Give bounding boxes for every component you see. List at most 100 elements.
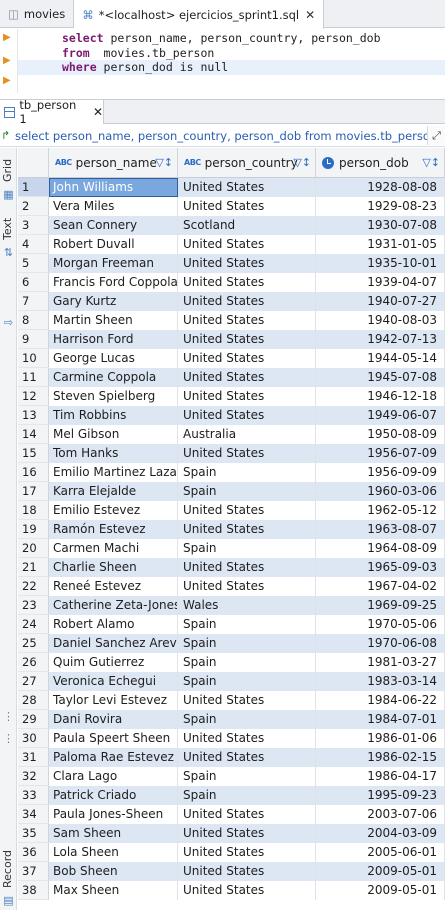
cell-person-dob[interactable]: 1986-02-15 <box>316 748 445 767</box>
table-row[interactable]: 38 Max Sheen United States 2009-05-01 <box>18 881 445 900</box>
cell-person-dob[interactable]: 1942-07-13 <box>316 330 445 349</box>
editor-tab-movies[interactable]: ◫ movies <box>0 0 75 28</box>
close-icon[interactable]: ✕ <box>305 7 316 22</box>
table-row[interactable]: 33 Patrick Criado Spain 1995-09-23 <box>18 786 445 805</box>
cell-person-dob[interactable]: 1930-07-08 <box>316 216 445 235</box>
cell-person-dob[interactable]: 1967-04-02 <box>316 577 445 596</box>
cell-person-country[interactable]: Spain <box>178 482 316 501</box>
row-number[interactable]: 7 <box>18 292 49 311</box>
table-row[interactable]: 11 Carmine Coppola United States 1945-07-08 <box>18 368 445 387</box>
cell-person-name[interactable]: Veronica Echegui <box>49 672 178 691</box>
text-view-icon[interactable]: ⇅ <box>3 246 14 259</box>
cell-person-country[interactable]: United States <box>178 273 316 292</box>
row-number-header[interactable] <box>18 148 49 178</box>
cell-person-country[interactable]: Spain <box>178 634 316 653</box>
cell-person-name[interactable]: John Williams <box>49 178 178 197</box>
column-header-person-name[interactable]: ABC person_name ▽↕ <box>49 148 178 178</box>
row-number[interactable]: 10 <box>18 349 49 368</box>
cell-person-name[interactable]: Charlie Sheen <box>49 558 178 577</box>
panel-toggle-icon[interactable]: ⇨ <box>3 316 14 329</box>
execute-script-icon[interactable]: ▶ <box>3 55 11 66</box>
row-number[interactable]: 18 <box>18 501 49 520</box>
result-tab[interactable]: tb_person 1 ✕ <box>0 98 104 126</box>
cell-person-name[interactable]: Paula Speert Sheen <box>49 729 178 748</box>
table-row[interactable]: 4 Robert Duvall United States 1931-01-05 <box>18 235 445 254</box>
cell-person-dob[interactable]: 2009-05-01 <box>316 862 445 881</box>
row-number[interactable]: 22 <box>18 577 49 596</box>
sort-filter-icon[interactable]: ▽↕ <box>422 156 440 169</box>
row-number[interactable]: 2 <box>18 197 49 216</box>
row-number[interactable]: 9 <box>18 330 49 349</box>
row-number[interactable]: 20 <box>18 539 49 558</box>
cell-person-country[interactable]: United States <box>178 558 316 577</box>
table-row[interactable]: 6 Francis Ford Coppola United States 1939-0… <box>18 273 445 292</box>
sql-editor[interactable]: ▶ ▶ ▶ select person_name, person_country… <box>0 29 445 93</box>
cell-person-name[interactable]: Ramón Estevez <box>49 520 178 539</box>
table-row[interactable]: 23 Catherine Zeta-Jones Wales 1969-09-25 <box>18 596 445 615</box>
cell-person-dob[interactable]: 1995-09-23 <box>316 786 445 805</box>
cell-person-country[interactable]: United States <box>178 748 316 767</box>
cell-person-name[interactable]: Paula Jones-Sheen <box>49 805 178 824</box>
row-number[interactable]: 13 <box>18 406 49 425</box>
cell-person-name[interactable]: Robert Alamo <box>49 615 178 634</box>
cell-person-country[interactable]: United States <box>178 197 316 216</box>
cell-person-country[interactable]: United States <box>178 406 316 425</box>
cell-person-dob[interactable]: 1935-10-01 <box>316 254 445 273</box>
cell-person-name[interactable]: Vera Miles <box>49 197 178 216</box>
cell-person-country[interactable]: Spain <box>178 539 316 558</box>
table-row[interactable]: 24 Robert Alamo Spain 1970-05-06 <box>18 615 445 634</box>
cell-person-dob[interactable]: 1940-08-03 <box>316 311 445 330</box>
cell-person-name[interactable]: Carmen Machi <box>49 539 178 558</box>
cell-person-name[interactable]: Bob Sheen <box>49 862 178 881</box>
table-row[interactable]: 7 Gary Kurtz United States 1940-07-27 <box>18 292 445 311</box>
cell-person-name[interactable]: Emilio Estevez <box>49 501 178 520</box>
cell-person-country[interactable]: Spain <box>178 615 316 634</box>
explain-plan-icon[interactable]: ▶ <box>3 75 11 86</box>
cell-person-country[interactable]: Spain <box>178 786 316 805</box>
cell-person-name[interactable]: Clara Lago <box>49 767 178 786</box>
row-number[interactable]: 24 <box>18 615 49 634</box>
table-row[interactable]: 22 Reneé Estevez United States 1967-04-02 <box>18 577 445 596</box>
cell-person-country[interactable]: United States <box>178 843 316 862</box>
cell-person-name[interactable]: Paloma Rae Estevez <box>49 748 178 767</box>
cell-person-country[interactable]: United States <box>178 235 316 254</box>
cell-person-dob[interactable]: 1929-08-23 <box>316 197 445 216</box>
row-number[interactable]: 23 <box>18 596 49 615</box>
cell-person-name[interactable]: Taylor Levi Estevez <box>49 691 178 710</box>
cell-person-dob[interactable]: 1945-07-08 <box>316 368 445 387</box>
cell-person-name[interactable]: Robert Duvall <box>49 235 178 254</box>
row-number[interactable]: 28 <box>18 691 49 710</box>
cell-person-name[interactable]: Mel Gibson <box>49 425 178 444</box>
table-row[interactable]: 20 Carmen Machi Spain 1964-08-09 <box>18 539 445 558</box>
cell-person-dob[interactable]: 1970-06-08 <box>316 634 445 653</box>
cell-person-dob[interactable]: 1969-09-25 <box>316 596 445 615</box>
cell-person-dob[interactable]: 1949-06-07 <box>316 406 445 425</box>
table-row[interactable]: 18 Emilio Estevez United States 1962-05-12 <box>18 501 445 520</box>
row-number[interactable]: 26 <box>18 653 49 672</box>
cell-person-dob[interactable]: 1963-08-07 <box>316 520 445 539</box>
columns-icon[interactable]: ⋮ <box>3 710 14 723</box>
row-number[interactable]: 8 <box>18 311 49 330</box>
cell-person-name[interactable]: Gary Kurtz <box>49 292 178 311</box>
cell-person-dob[interactable]: 1956-07-09 <box>316 444 445 463</box>
table-row[interactable]: 15 Tom Hanks United States 1956-07-09 <box>18 444 445 463</box>
grid-icon[interactable]: ▦ <box>3 188 14 201</box>
cell-person-country[interactable]: United States <box>178 501 316 520</box>
table-row[interactable]: 29 Dani Rovira Spain 1984-07-01 <box>18 710 445 729</box>
cell-person-country[interactable]: United States <box>178 330 316 349</box>
text-view-label[interactable]: Text <box>1 217 14 240</box>
row-number[interactable]: 11 <box>18 368 49 387</box>
sort-filter-icon[interactable]: ▽↕ <box>155 156 173 169</box>
expand-icon[interactable]: ⤢ <box>427 126 445 145</box>
row-number[interactable]: 21 <box>18 558 49 577</box>
cell-person-country[interactable]: United States <box>178 729 316 748</box>
row-number[interactable]: 15 <box>18 444 49 463</box>
table-row[interactable]: 14 Mel Gibson Australia 1950-08-09 <box>18 425 445 444</box>
row-number[interactable]: 34 <box>18 805 49 824</box>
row-number[interactable]: 17 <box>18 482 49 501</box>
cell-person-country[interactable]: United States <box>178 805 316 824</box>
cell-person-name[interactable]: Quim Gutierrez <box>49 653 178 672</box>
table-row[interactable]: 30 Paula Speert Sheen United States 1986-01… <box>18 729 445 748</box>
row-number[interactable]: 37 <box>18 862 49 881</box>
